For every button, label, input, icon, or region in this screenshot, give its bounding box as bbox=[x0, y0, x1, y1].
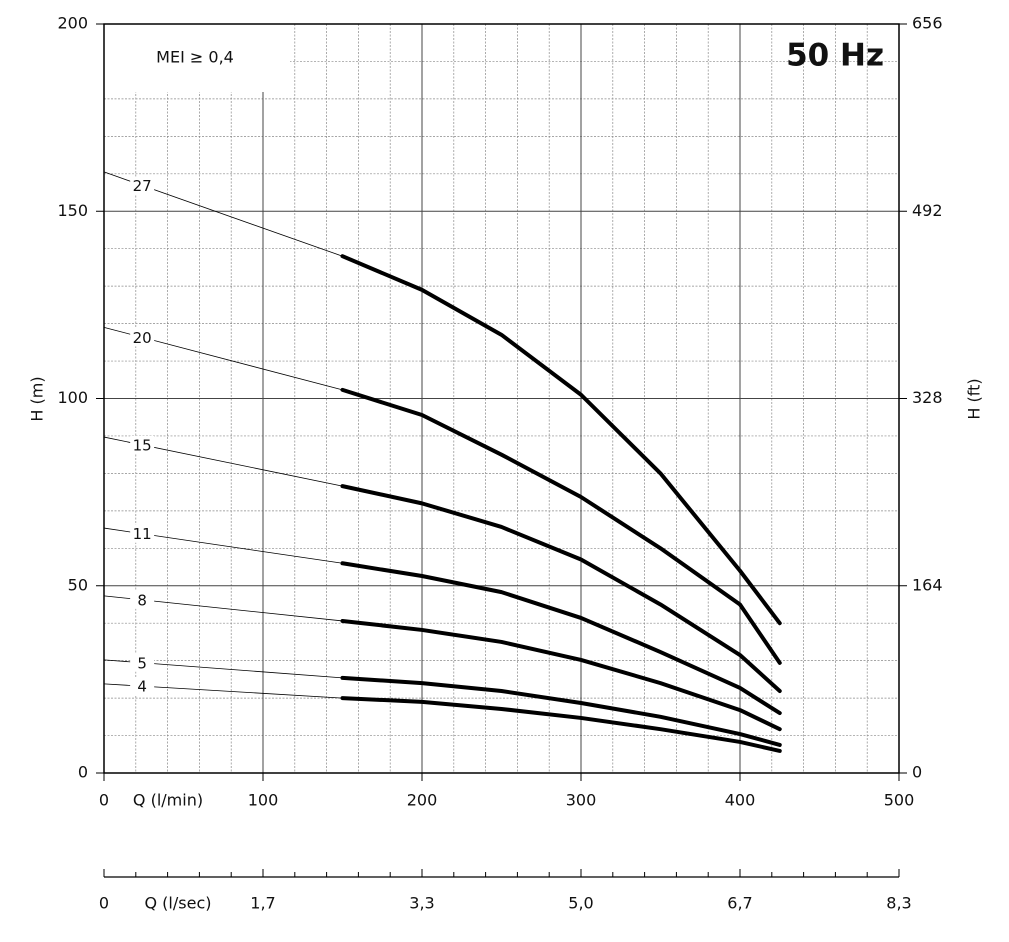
x-tick-label: 500 bbox=[884, 791, 915, 810]
y2-tick-label: 0 bbox=[912, 763, 922, 782]
curve bbox=[340, 675, 782, 747]
y2-tick-label: 164 bbox=[912, 575, 943, 594]
x-tick-label: 100 bbox=[248, 791, 279, 810]
x-tick-label: 400 bbox=[725, 791, 756, 810]
x2-tick-label: 1,7 bbox=[250, 894, 275, 913]
curve bbox=[340, 618, 782, 732]
curve bbox=[340, 696, 782, 753]
curve bbox=[340, 387, 782, 665]
curve bbox=[340, 484, 782, 693]
curve-label: 8 bbox=[137, 591, 147, 609]
curve-label-bg bbox=[130, 435, 155, 454]
y-tick-label: 0 bbox=[78, 763, 88, 782]
x-tick-label: 300 bbox=[566, 791, 597, 810]
x-axis-label: Q (l/min) bbox=[133, 791, 203, 810]
x-tick-label: 200 bbox=[407, 791, 438, 810]
annotation: MEI ≥ 0,4 bbox=[156, 48, 234, 67]
y-axis-label: H (m) bbox=[28, 376, 47, 421]
curve-label-bg bbox=[130, 677, 155, 696]
curve-label-bg bbox=[130, 653, 155, 672]
curve bbox=[340, 561, 782, 716]
y-tick-label: 100 bbox=[57, 388, 88, 407]
curve-label-bg bbox=[130, 590, 155, 609]
curve-label-bg bbox=[130, 328, 155, 347]
chart-title: 50 Hz bbox=[786, 38, 884, 74]
x2-tick-label: 5,0 bbox=[568, 894, 593, 913]
x2-tick-label: 0 bbox=[99, 894, 109, 913]
x2-tick-label: 6,7 bbox=[727, 894, 752, 913]
x2-tick-label: 8,3 bbox=[886, 894, 911, 913]
annotation-box bbox=[104, 24, 290, 92]
curve-label-bg bbox=[130, 524, 155, 543]
y2-tick-label: 656 bbox=[912, 14, 943, 33]
curve-label: 5 bbox=[137, 654, 147, 672]
x2-tick-label: 3,3 bbox=[409, 894, 434, 913]
curve-label: 15 bbox=[133, 436, 152, 454]
y-tick-label: 200 bbox=[57, 14, 88, 33]
y-tick-label: 50 bbox=[68, 575, 88, 594]
curve-label: 20 bbox=[133, 329, 152, 347]
x-tick-label: 0 bbox=[99, 791, 109, 810]
curve-label-bg bbox=[130, 176, 155, 195]
y2-axis-label: H (ft) bbox=[965, 378, 984, 419]
y-tick-label: 150 bbox=[57, 201, 88, 220]
curve-label: 4 bbox=[137, 678, 147, 696]
curve-label: 27 bbox=[133, 177, 152, 195]
curve bbox=[340, 254, 782, 626]
curve-label: 11 bbox=[133, 525, 152, 543]
plot-frame bbox=[103, 23, 900, 774]
y2-tick-label: 492 bbox=[912, 201, 943, 220]
y2-tick-label: 328 bbox=[912, 388, 943, 407]
x2-axis-label: Q (l/sec) bbox=[145, 894, 212, 913]
